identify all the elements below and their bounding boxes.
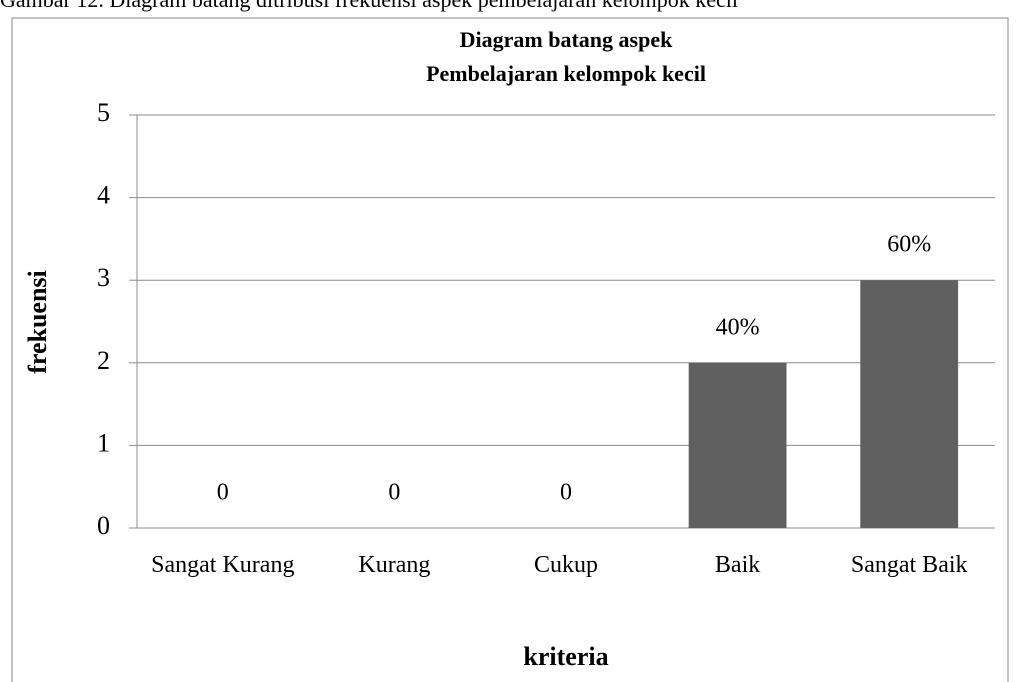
chart-title: Pembelajaran kelompok kecil bbox=[426, 61, 706, 86]
x-tick-label: Sangat Kurang bbox=[151, 552, 295, 578]
bar-label: 0 bbox=[388, 480, 400, 506]
caption: Gambar 12. Diagram batang ditribusi frek… bbox=[0, 0, 738, 12]
y-tick-label: 2 bbox=[97, 346, 110, 375]
bar bbox=[860, 280, 959, 528]
bar-label: 60% bbox=[887, 232, 931, 258]
x-tick-label: Cukup bbox=[533, 552, 598, 578]
bar-label: 0 bbox=[217, 480, 229, 506]
bar-label: 40% bbox=[716, 314, 760, 340]
bar bbox=[688, 362, 787, 528]
x-tick-label: Baik bbox=[714, 552, 761, 578]
bar-label: 0 bbox=[560, 480, 572, 506]
y-tick-label: 0 bbox=[97, 511, 110, 540]
y-tick-label: 1 bbox=[97, 428, 110, 457]
chart-title: Diagram batang aspek bbox=[460, 27, 673, 52]
y-axis-label: frekuensi bbox=[23, 270, 52, 374]
y-tick-label: 4 bbox=[97, 181, 110, 210]
chart-frame bbox=[11, 17, 1009, 682]
x-tick-label: Kurang bbox=[358, 552, 431, 578]
x-tick-label: Sangat Baik bbox=[850, 552, 968, 578]
y-tick-label: 5 bbox=[97, 98, 110, 127]
y-tick-label: 3 bbox=[97, 263, 110, 292]
x-axis-label: kriteria bbox=[523, 642, 608, 671]
